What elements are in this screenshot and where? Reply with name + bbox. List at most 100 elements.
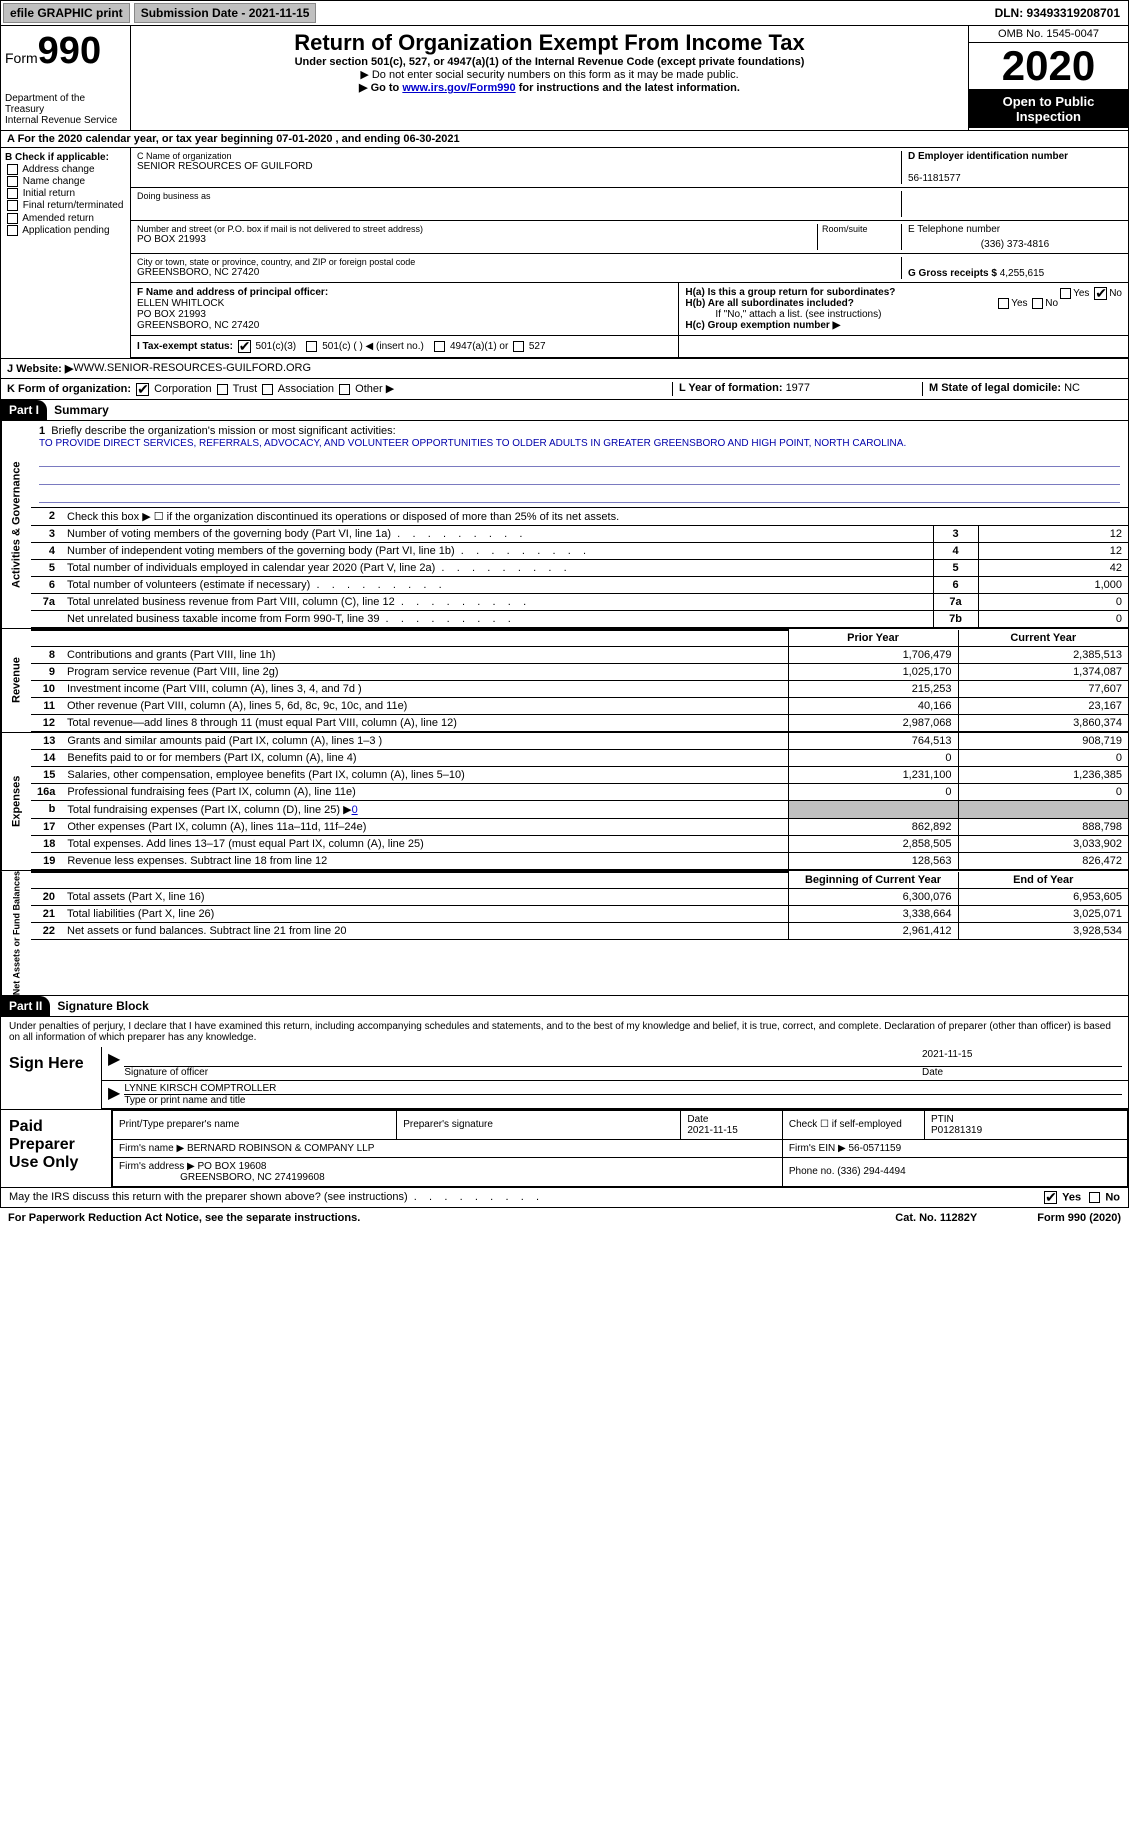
hb-note: If "No," attach a list. (see instruction…: [685, 309, 1122, 320]
ssn-warning: ▶ Do not enter social security numbers o…: [139, 68, 960, 81]
l12-label: Total revenue—add lines 8 through 11 (mu…: [61, 714, 788, 731]
l5-label: Total number of individuals employed in …: [61, 559, 933, 576]
chk-association[interactable]: [262, 384, 273, 395]
chk-4947[interactable]: [434, 341, 445, 352]
l9-cy: 1,374,087: [958, 663, 1128, 680]
arrow-icon: ▶: [108, 1083, 120, 1106]
year-formation-value: 1977: [786, 382, 810, 394]
l8-label: Contributions and grants (Part VIII, lin…: [61, 646, 788, 663]
chk-corporation[interactable]: [136, 383, 149, 396]
l17-py: 862,892: [788, 818, 958, 835]
side-revenue: Revenue: [1, 629, 31, 732]
prep-selfemp-label: Check ☐ if self-employed: [789, 1119, 902, 1130]
open-inspection: Open to Public Inspection: [969, 90, 1128, 128]
goto-suffix: for instructions and the latest informat…: [516, 82, 740, 94]
hb-label: H(b) Are all subordinates included?: [685, 298, 854, 309]
l6-label: Total number of volunteers (estimate if …: [61, 576, 933, 593]
form-number: 990: [38, 30, 101, 72]
efile-print-button[interactable]: efile GRAPHIC print: [3, 3, 130, 23]
top-bar: efile GRAPHIC print Submission Date - 20…: [0, 0, 1129, 26]
part1-title: Summary: [50, 403, 109, 417]
l16a-label: Professional fundraising fees (Part IX, …: [61, 783, 788, 800]
l21-py: 3,338,664: [788, 905, 958, 922]
pra-notice: For Paperwork Reduction Act Notice, see …: [8, 1212, 360, 1224]
part2-title: Signature Block: [53, 999, 148, 1013]
hc-label: H(c) Group exemption number ▶: [685, 320, 840, 331]
chk-final-return[interactable]: Final return/terminated: [5, 200, 126, 211]
footer-final: For Paperwork Reduction Act Notice, see …: [0, 1208, 1129, 1228]
box-f: F Name and address of principal officer:…: [131, 283, 679, 335]
website-label: J Website: ▶: [7, 362, 73, 375]
chk-501c[interactable]: [306, 341, 317, 352]
l16b-link[interactable]: 0: [352, 804, 358, 816]
net-assets-section: Net Assets or Fund Balances Beginning of…: [0, 871, 1129, 996]
officer-addr2: GREENSBORO, NC 27420: [137, 320, 259, 331]
header-mid: Return of Organization Exempt From Incom…: [131, 26, 968, 130]
l16b-label: Total fundraising expenses (Part IX, col…: [67, 804, 351, 816]
l16b-cy-shade: [958, 800, 1128, 818]
ha-label: H(a) Is this a group return for subordin…: [685, 287, 895, 298]
l7b-value: 0: [978, 610, 1128, 627]
side-activities-governance: Activities & Governance: [1, 421, 31, 628]
chk-trust[interactable]: [217, 384, 228, 395]
website-value: WWW.SENIOR-RESOURCES-GUILFORD.ORG: [73, 362, 311, 375]
mission-text: TO PROVIDE DIRECT SERVICES, REFERRALS, A…: [39, 438, 906, 449]
sig-officer-label: Signature of officer: [124, 1067, 208, 1078]
gross-receipts-value: 4,255,615: [1000, 268, 1045, 279]
submission-date-button[interactable]: Submission Date - 2021-11-15: [134, 3, 317, 23]
officer-label: F Name and address of principal officer:: [137, 287, 328, 298]
l7a-value: 0: [978, 593, 1128, 610]
mission-block: 1 Briefly describe the organization's mi…: [31, 421, 1128, 508]
chk-address-change[interactable]: Address change: [5, 164, 126, 175]
l11-py: 40,166: [788, 697, 958, 714]
org-name-label: C Name of organization: [137, 151, 897, 161]
l21-cy: 3,025,071: [958, 905, 1128, 922]
firm-ein-label: Firm's EIN ▶: [789, 1143, 846, 1154]
part1-header-row: Part I Summary: [0, 400, 1129, 421]
l20-py: 6,300,076: [788, 888, 958, 905]
prep-sig-label: Preparer's signature: [403, 1119, 493, 1130]
chk-501c3[interactable]: [238, 340, 251, 353]
sig-name-label: Type or print name and title: [124, 1095, 245, 1106]
prep-date-value: 2021-11-15: [687, 1125, 737, 1136]
l15-py: 1,231,100: [788, 766, 958, 783]
chk-name-change[interactable]: Name change: [5, 176, 126, 187]
l22-py: 2,961,412: [788, 922, 958, 939]
chk-amended-return[interactable]: Amended return: [5, 213, 126, 224]
l14-py: 0: [788, 749, 958, 766]
ein-value: 56-1181577: [908, 173, 961, 184]
l22-label: Net assets or fund balances. Subtract li…: [61, 922, 788, 939]
form-org-label: K Form of organization:: [7, 383, 131, 395]
chk-application-pending[interactable]: Application pending: [5, 225, 126, 236]
form990-link[interactable]: www.irs.gov/Form990: [402, 82, 515, 94]
chk-initial-return[interactable]: Initial return: [5, 188, 126, 199]
chk-discuss-yes[interactable]: [1044, 1191, 1057, 1204]
phone-label: E Telephone number: [908, 224, 1000, 235]
l8-py: 1,706,479: [788, 646, 958, 663]
firm-addr2: GREENSBORO, NC 274199608: [180, 1172, 325, 1183]
chk-other[interactable]: [339, 384, 350, 395]
ha-no: No: [1109, 288, 1122, 299]
part1-badge: Part I: [1, 400, 47, 420]
ha-yes: Yes: [1073, 288, 1089, 299]
l19-cy: 826,472: [958, 852, 1128, 869]
chk-discuss-no[interactable]: [1089, 1192, 1100, 1203]
box-h: H(a) Is this a group return for subordin…: [679, 283, 1128, 335]
row-a-tax-year: A For the 2020 calendar year, or tax yea…: [0, 131, 1129, 148]
firm-name-value: BERNARD ROBINSON & COMPANY LLP: [187, 1143, 374, 1154]
l6-value: 1,000: [978, 576, 1128, 593]
l4-label: Number of independent voting members of …: [61, 542, 933, 559]
arrow-icon: ▶: [108, 1049, 120, 1078]
part2-badge: Part II: [1, 996, 50, 1016]
form-header: Form990 Department of the Treasury Inter…: [0, 26, 1129, 131]
preparer-title: Paid Preparer Use Only: [1, 1110, 111, 1187]
l10-cy: 77,607: [958, 680, 1128, 697]
chk-527[interactable]: [513, 341, 524, 352]
expenses-table: 13Grants and similar amounts paid (Part …: [31, 733, 1128, 870]
prep-name-label: Print/Type preparer's name: [119, 1119, 239, 1130]
org-name: SENIOR RESOURCES OF GUILFORD: [137, 161, 897, 172]
preparer-block: Paid Preparer Use Only Print/Type prepar…: [0, 1110, 1129, 1188]
addr-label: Number and street (or P.O. box if mail i…: [137, 224, 817, 234]
dept-treasury: Department of the Treasury: [5, 93, 126, 115]
form-subtitle: Under section 501(c), 527, or 4947(a)(1)…: [139, 56, 960, 68]
